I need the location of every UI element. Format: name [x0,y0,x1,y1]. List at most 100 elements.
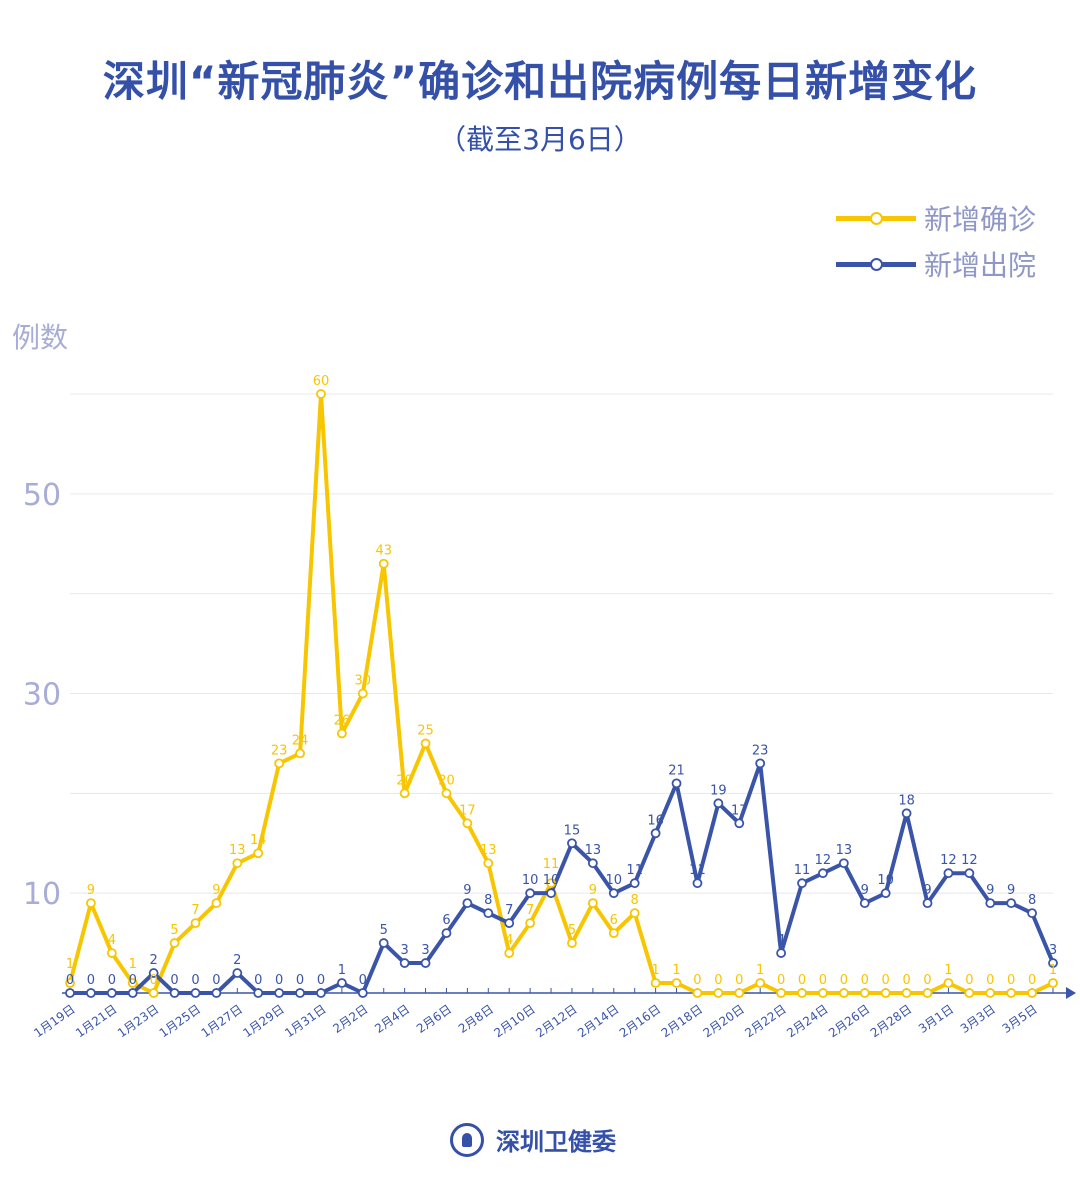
legend-swatch-confirmed [836,211,916,225]
y-tick-label: 10 [23,877,61,912]
data-label: 11 [794,863,811,878]
data-label: 2 [150,953,158,968]
data-point [943,868,954,879]
data-point [713,798,724,809]
data-label: 0 [317,973,325,988]
data-point [399,958,410,968]
data-label: 23 [752,743,769,758]
data-label: 14 [250,833,267,848]
data-point [65,978,75,988]
data-label: 5 [568,923,576,938]
x-tick-label: 2月28日 [868,1002,914,1040]
data-point [671,778,682,789]
data-point [692,988,703,998]
data-label: 0 [191,973,199,988]
data-label: 0 [170,973,178,988]
data-point [274,758,285,769]
data-label: 3 [400,943,408,958]
data-label: 1 [66,957,74,972]
data-point [901,988,912,998]
data-point [587,898,598,909]
data-label: 7 [191,903,199,918]
data-point [65,988,75,998]
data-label: 21 [668,763,685,778]
data-point [818,988,828,998]
data-point [295,748,305,759]
data-label: 60 [313,374,330,389]
legend-item-confirmed: 新增确诊 [836,195,1036,241]
data-label: 0 [359,973,367,988]
data-point [650,978,661,988]
data-point [964,868,975,879]
data-point [148,968,159,978]
data-label: 23 [271,743,288,758]
data-point [504,918,515,929]
data-label: 5 [170,923,178,938]
data-point [838,858,849,869]
data-point [525,888,536,899]
data-label: 0 [212,973,220,988]
chart-title: 深圳“新冠肺炎”确诊和出院病例每日新增变化 [102,57,978,106]
data-point [274,988,285,998]
data-label: 13 [836,843,853,858]
data-point [608,888,619,899]
data-point [483,858,494,869]
footer: 深圳卫健委 [450,1122,616,1157]
x-tick-label: 2月22日 [742,1002,788,1040]
data-point [859,988,870,998]
data-label: 9 [986,883,994,898]
legend-label-discharged: 新增出院 [924,249,1037,282]
data-point [483,908,494,919]
health-commission-logo-icon [450,1122,484,1157]
x-tick-label: 1月29日 [240,1002,286,1040]
data-point [922,898,933,909]
data-label: 3 [421,943,429,958]
data-point [776,948,787,958]
data-label: 3 [1049,943,1057,958]
x-tick-label: 3月3日 [958,1002,998,1036]
data-point [1027,908,1037,919]
data-label: 12 [815,853,832,868]
data-point [818,868,828,879]
data-point [316,389,326,399]
legend-item-discharged: 新增出院 [836,241,1036,287]
data-label: 19 [710,783,727,798]
data-point [922,988,933,998]
data-label: 30 [355,674,372,689]
data-point [713,988,724,998]
x-tick-label: 2月14日 [575,1002,621,1040]
data-point [86,898,96,909]
data-point [190,918,201,929]
data-point [378,938,389,948]
data-point [859,898,870,909]
footer-org: 深圳卫健委 [496,1128,616,1156]
data-label: 0 [254,973,262,988]
data-label: 0 [840,973,848,988]
data-point [1048,978,1058,988]
data-point [504,948,515,958]
data-label: 1 [651,963,659,978]
data-point [316,988,326,998]
data-point [127,988,138,998]
data-label: 1 [756,963,764,978]
data-label: 0 [861,973,869,988]
data-label: 1 [1049,963,1057,978]
chart-subtitle: （截至3月6日） [438,123,642,156]
data-label: 13 [480,843,497,858]
data-point [1048,958,1058,968]
data-point [441,788,452,799]
data-label: 8 [631,893,639,908]
data-label: 0 [693,973,701,988]
data-point [755,978,766,988]
x-tick-label: 2月8日 [456,1002,496,1036]
data-label: 9 [589,883,597,898]
data-label: 18 [898,793,915,808]
x-tick-label: 2月24日 [784,1002,830,1040]
data-label: 16 [647,813,664,828]
data-label: 0 [1028,973,1036,988]
data-label: 0 [882,973,890,988]
data-label: 0 [798,973,806,988]
data-label: 1 [944,963,952,978]
x-tick-label: 2月20日 [701,1002,747,1040]
x-tick-label: 1月19日 [31,1002,77,1040]
